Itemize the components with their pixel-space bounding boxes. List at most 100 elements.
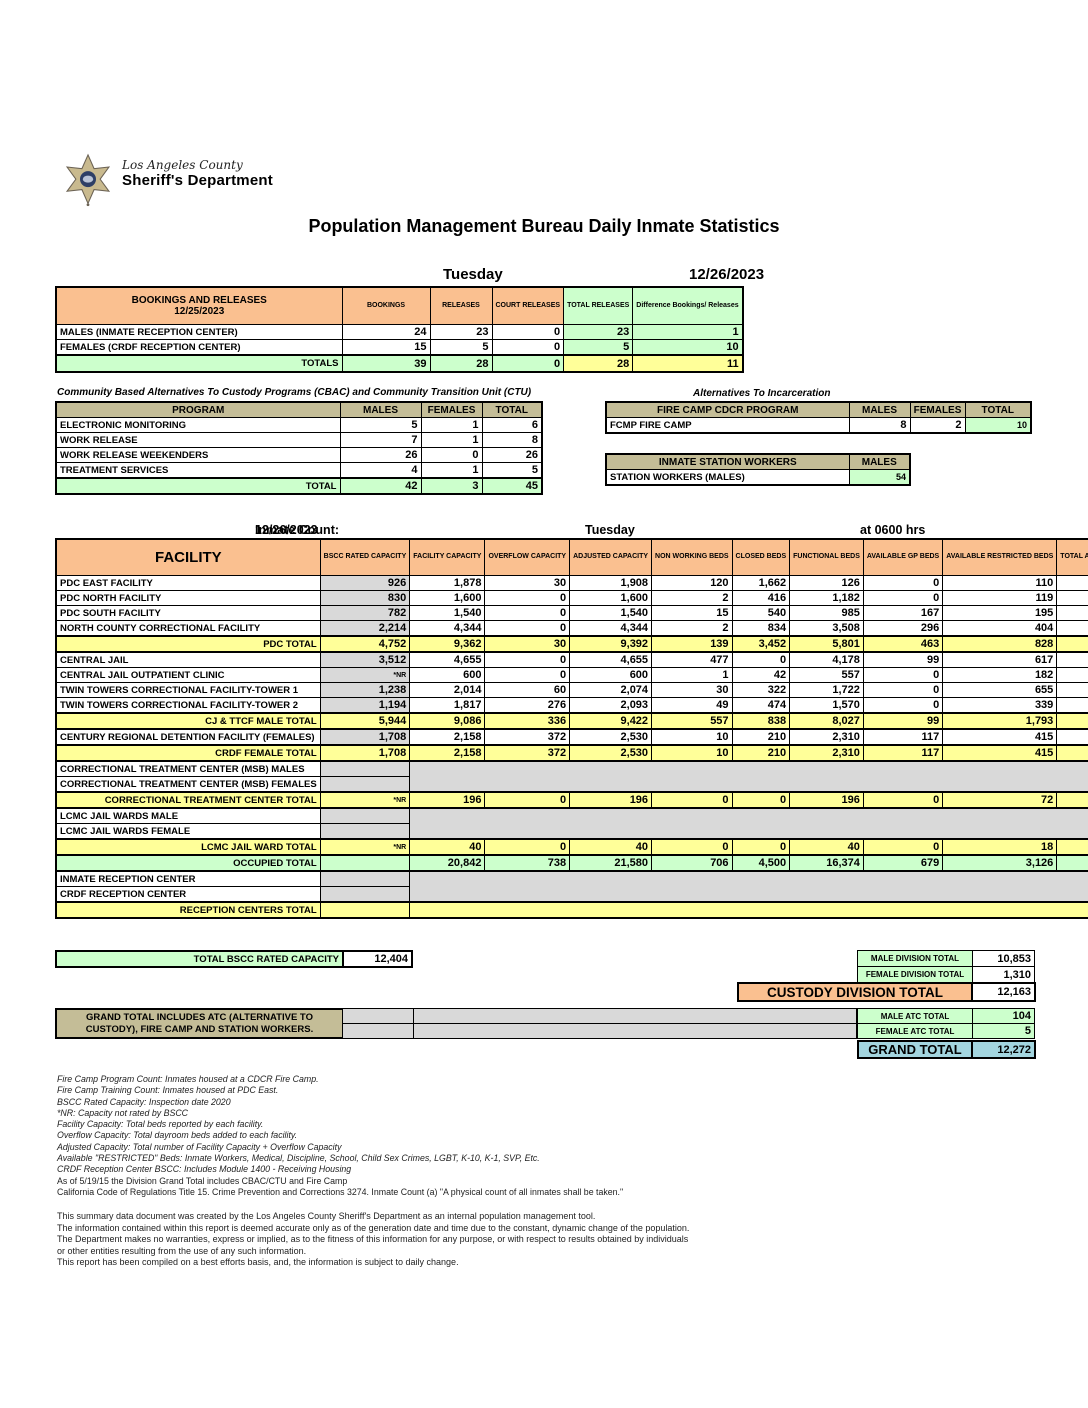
alternatives-title: Alternatives To Incarceration: [693, 388, 831, 399]
grand-gray-row-1: [342, 1008, 857, 1024]
stat-cell: 9,392: [569, 635, 653, 653]
totals-label: TOTAL: [55, 477, 341, 495]
stat-cell: 21,580: [569, 854, 653, 872]
stat-cell: 3,508: [789, 620, 864, 637]
stat-cell: 60: [484, 682, 571, 698]
footnote-line: California Code of Regulations Title 15.…: [57, 1186, 624, 1197]
female-division-label: FEMALE DIVISION TOTAL: [857, 966, 973, 983]
stat-cell: 1,892: [1056, 712, 1088, 730]
stat-cell: 3,452: [731, 635, 791, 653]
cell: 3: [420, 477, 483, 495]
bookings-releases-section: BOOKINGS AND RELEASES 12/25/2023 BOOKING…: [55, 286, 744, 373]
stat-cell: 0: [484, 605, 571, 621]
column-header: PROGRAM: [55, 401, 341, 418]
stat-cell: 1,878: [409, 575, 486, 591]
stat-cell: 1,022: [1056, 728, 1088, 746]
female-division-value: 1,310: [972, 966, 1035, 983]
stat-cell: 0: [731, 651, 791, 668]
table-row: TREATMENT SERVICES 4 1 5: [55, 462, 543, 479]
facility-name: CRDF FEMALE TOTAL: [55, 744, 321, 762]
stat-cell: 706: [651, 854, 733, 872]
cell: 4: [339, 462, 422, 479]
cbac-section: PROGRAM MALES FEMALES TOTAL ELECTRONIC M…: [55, 401, 543, 495]
cell: [413, 1023, 857, 1039]
stat-cell: 1,708: [319, 728, 411, 746]
stat-cell: 655: [942, 682, 1058, 698]
stat-cell: 0: [651, 838, 733, 856]
footnote-line: Fire Camp Program Count: Inmates housed …: [57, 1074, 319, 1084]
stat-cell: 3,126: [942, 854, 1058, 872]
stat-cell: 2,093: [569, 697, 653, 714]
stat-cell: 322: [731, 682, 791, 698]
cell: 1: [632, 324, 744, 340]
stat-cell: 2,530: [569, 728, 653, 746]
stat-cell: 40: [569, 838, 653, 856]
facility-table-row: TWIN TOWERS CORRECTIONAL FACILITY-TOWER …: [55, 682, 1088, 698]
stat-cell: 0: [862, 575, 944, 591]
stat-cell: 415: [942, 728, 1058, 746]
footnote-line: CRDF Reception Center BSCC: Includes Mod…: [57, 1164, 352, 1175]
column-header: ADJUSTED CAPACITY: [569, 538, 653, 576]
disclaimer-line: The information contained within this re…: [57, 1222, 690, 1233]
stat-cell: 1,540: [409, 605, 486, 621]
stat-cell: 0: [862, 682, 944, 698]
facility-table-row: CRDF RECEPTION CENTER1: [55, 886, 1088, 903]
table-row: MALES (INMATE RECEPTION CENTER) 24 23 0 …: [55, 324, 744, 340]
stat-cell: 18: [942, 838, 1058, 856]
table-row: FEMALES (CRDF RECEPTION CENTER) 15 5 0 5…: [55, 339, 744, 356]
stat-cell: *NR: [319, 667, 411, 683]
cell: 24: [341, 324, 431, 340]
column-header: INMATE STATION WORKERS: [605, 453, 850, 470]
stat-cell: 477: [651, 651, 733, 668]
report-date-label: 12/26/2023: [689, 266, 765, 283]
stat-cell: 415: [942, 744, 1058, 762]
logo-text: Los Angeles County Sheriff's Department: [122, 158, 273, 189]
column-header: COURT RELEASES: [491, 286, 565, 325]
stat-cell: 0: [862, 667, 944, 683]
disclaimer-line: This report has been compiled on a best …: [57, 1257, 459, 1268]
footnote-line: Facility Capacity: Total beds reported b…: [57, 1119, 264, 1130]
stat-cell: 196: [409, 791, 486, 809]
stat-cell: [319, 901, 411, 919]
stat-cell: 782: [319, 605, 411, 621]
cell: 1: [420, 462, 483, 479]
stat-cell: 463: [862, 635, 944, 653]
stat-cell: 1,291: [1056, 635, 1088, 653]
stat-cell: 210: [731, 728, 791, 746]
facility-name: CENTRAL JAIL OUTPATIENT CLINIC: [55, 667, 321, 683]
stat-cell: 40: [789, 838, 864, 856]
footnote-line: Available "RESTRICTED" Beds: Inmate Work…: [57, 1153, 540, 1164]
stat-cell: 18: [1056, 838, 1088, 856]
stat-cell: 834: [731, 620, 791, 637]
facility-name: PDC NORTH FACILITY: [55, 590, 321, 606]
cell: 5: [429, 339, 493, 356]
male-atc-label: MALE ATC TOTAL: [857, 1008, 973, 1024]
row-label: STATION WORKERS (MALES): [605, 469, 850, 486]
stat-cell: 339: [942, 697, 1058, 714]
stat-cell: 3,512: [319, 651, 411, 668]
stat-cell: 195: [942, 605, 1058, 621]
stat-cell: 4,752: [319, 635, 411, 653]
column-header: FEMALES: [909, 401, 966, 418]
stat-cell: 296: [862, 620, 944, 637]
stat-cell: 700: [1056, 620, 1088, 637]
stat-cell: 557: [651, 712, 733, 730]
column-header: BSCC RATED CAPACITY: [319, 538, 411, 576]
column-header: AVAILABLE GP BEDS: [862, 538, 944, 576]
facility-table-row: LCMC JAIL WARD TOTAL*NR4004000400181822: [55, 838, 1088, 856]
column-header: AVAILABLE RESTRICTED BEDS: [942, 538, 1058, 576]
stat-cell: 210: [731, 744, 791, 762]
sheriff-star-icon: [65, 153, 111, 207]
stat-cell: 1,540: [569, 605, 653, 621]
cell: 1: [420, 417, 483, 433]
stat-cell: 5,944: [319, 712, 411, 730]
facility-table-row: CENTURY REGIONAL DETENTION FACILITY (FEM…: [55, 728, 1088, 746]
stat-cell: 0: [731, 838, 791, 856]
stat-cell: 0: [731, 791, 791, 809]
stat-cell: 2,214: [319, 620, 411, 637]
merged-empty-cell: [409, 901, 1088, 919]
stat-cell: 540: [731, 605, 791, 621]
facility-table-row: PDC TOTAL 4,752 9,362 30 9,392 139 3,452 5,801 4…: [55, 635, 1088, 653]
stat-cell: 0: [484, 791, 571, 809]
stat-cell: 30: [484, 575, 571, 591]
